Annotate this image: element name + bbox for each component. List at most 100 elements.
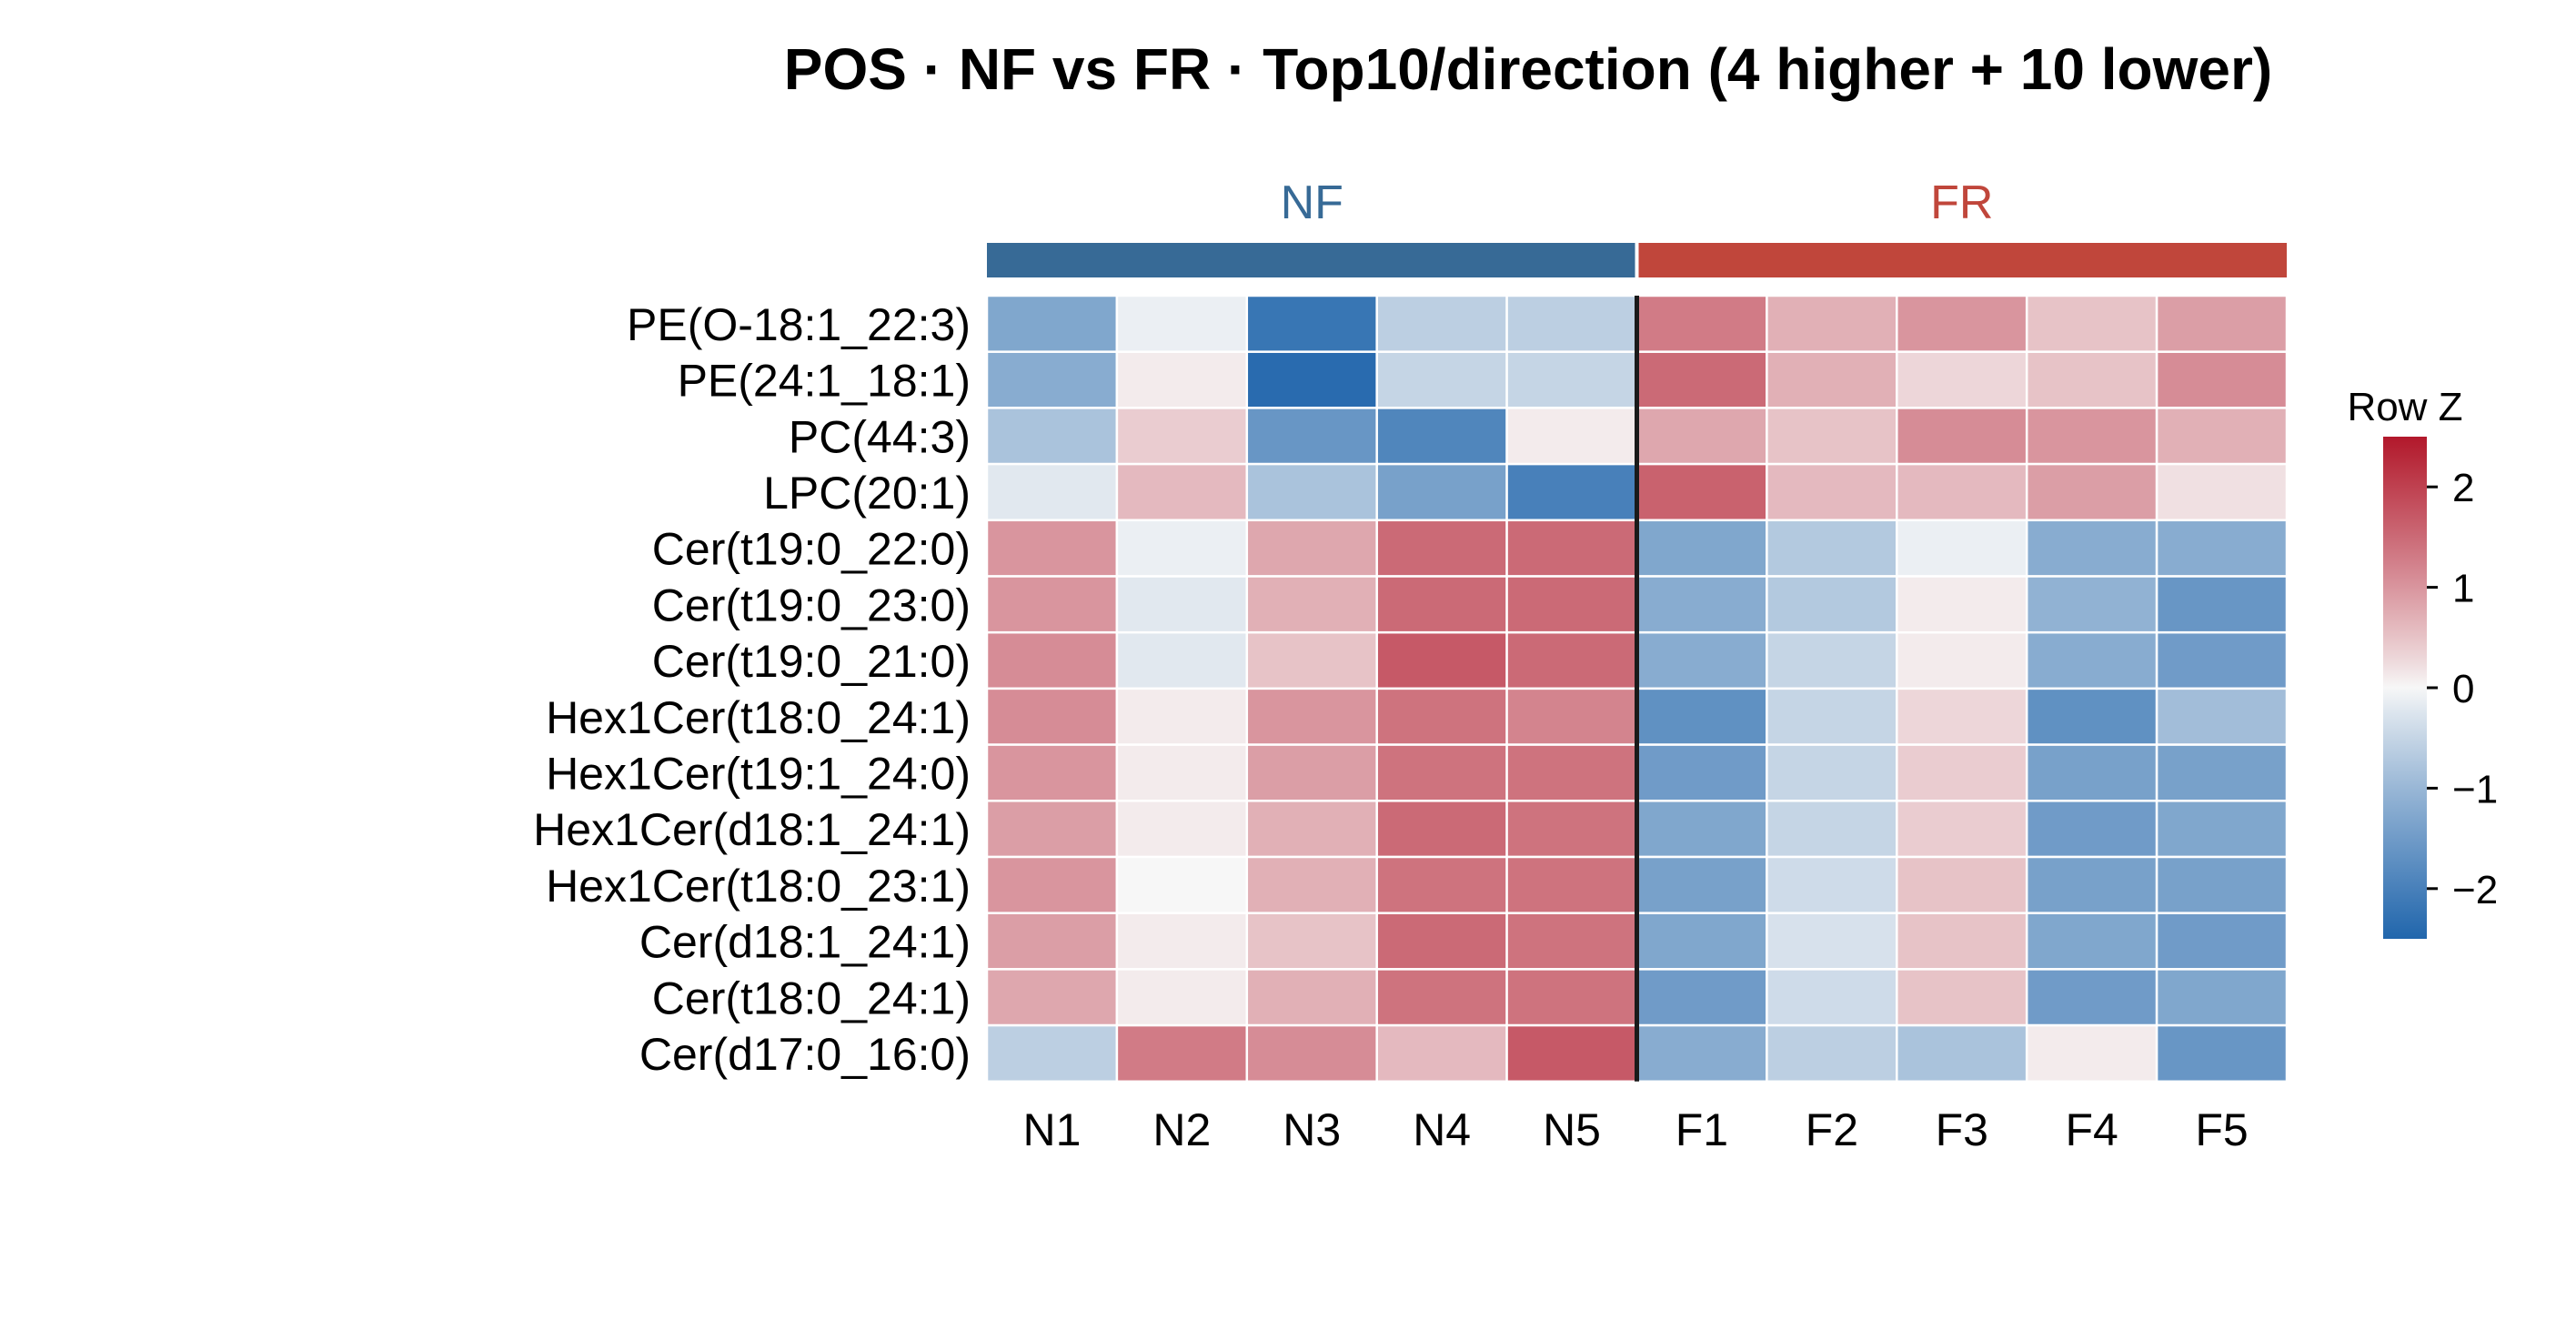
heatmap-cell <box>1896 800 2028 859</box>
row-label: Hex1Cer(t19:1_24:0) <box>546 748 971 799</box>
heatmap-cell <box>1505 575 1638 634</box>
heatmap-cell <box>1896 968 2028 1027</box>
heatmap-cell <box>1115 687 1249 746</box>
heatmap-cell <box>1505 630 1638 690</box>
heatmap-cell <box>2155 1023 2289 1083</box>
heatmap-cell <box>985 575 1119 634</box>
row-label: LPC(20:1) <box>763 468 971 519</box>
heatmap-cell <box>2155 350 2289 409</box>
heatmap-cell <box>1505 462 1638 522</box>
heatmap-cell <box>1635 687 1768 746</box>
heatmap-cell <box>1766 407 1898 466</box>
heatmap-cell <box>1766 968 1898 1027</box>
heatmap-cell <box>2025 800 2158 859</box>
column-label: F4 <box>2065 1104 2118 1155</box>
heatmap-cell <box>2025 294 2158 353</box>
heatmap-cell <box>1896 912 2028 971</box>
heatmap-cell <box>985 407 1119 466</box>
heatmap-cell <box>1245 968 1378 1027</box>
row-label: Cer(d18:1_24:1) <box>639 917 971 968</box>
heatmap-cell <box>1635 800 1768 859</box>
heatmap-cell <box>2155 575 2289 634</box>
heatmap-cell <box>2025 630 2158 690</box>
heatmap-cell <box>985 350 1119 409</box>
heatmap-cell <box>1505 743 1638 802</box>
heatmap-cell <box>1896 630 2028 690</box>
heatmap-cell <box>1896 519 2028 578</box>
row-label: Hex1Cer(d18:1_24:1) <box>533 804 971 855</box>
heatmap-cell <box>1766 800 1898 859</box>
row-label: Hex1Cer(t18:0_23:1) <box>546 861 971 912</box>
row-label: Cer(t18:0_24:1) <box>652 972 971 1023</box>
heatmap-cell <box>1766 575 1898 634</box>
heatmap-cell <box>2025 350 2158 409</box>
heatmap-cell <box>1375 968 1508 1027</box>
heatmap-cell <box>1766 687 1898 746</box>
group-label-nf: NF <box>1281 176 1343 229</box>
heatmap-cell <box>1766 912 1898 971</box>
column-label: N3 <box>1283 1104 1341 1155</box>
heatmap-cell <box>1245 800 1378 859</box>
heatmap-cell <box>1375 575 1508 634</box>
row-label: Hex1Cer(t18:0_24:1) <box>546 692 971 743</box>
heatmap-cell <box>985 743 1119 802</box>
heatmap-cell <box>1505 294 1638 353</box>
group-bar-nf <box>987 243 1635 277</box>
row-label: Cer(t19:0_23:0) <box>652 579 971 630</box>
heatmap-cell <box>1245 519 1378 578</box>
heatmap-cell <box>1245 630 1378 690</box>
heatmap-cell <box>1375 294 1508 353</box>
heatmap-cell <box>2025 462 2158 522</box>
heatmap-cell <box>1635 407 1768 466</box>
heatmap-cell <box>2155 294 2289 353</box>
heatmap-cell <box>1245 687 1378 746</box>
heatmap-cell <box>985 519 1119 578</box>
heatmap-cell <box>1245 912 1378 971</box>
heatmap-cell <box>1766 462 1898 522</box>
column-labels: N1 N2 N3 N4 N5 F1 F2 F3 F4 F5 <box>1022 1104 2248 1155</box>
heatmap-cell <box>2155 743 2289 802</box>
heatmap-cell <box>985 687 1119 746</box>
column-label: F1 <box>1675 1104 1728 1155</box>
heatmap-cell <box>1115 575 1249 634</box>
heatmap-cell <box>1375 912 1508 971</box>
heatmap-cell <box>1245 1023 1378 1083</box>
heatmap-cell <box>1635 968 1768 1027</box>
heatmap-cell <box>1635 350 1768 409</box>
heatmap-cell <box>1375 462 1508 522</box>
heatmap-cell <box>1896 855 2028 914</box>
column-label: F5 <box>2195 1104 2248 1155</box>
heatmap-cell <box>2155 855 2289 914</box>
heatmap-cell <box>1115 462 1249 522</box>
heatmap-cell <box>2025 912 2158 971</box>
heatmap-cell <box>1635 575 1768 634</box>
heatmap-cell <box>1245 294 1378 353</box>
heatmap-cell <box>1766 519 1898 578</box>
heatmap-cell <box>1375 350 1508 409</box>
heatmap-cell <box>1375 800 1508 859</box>
heatmap-cell <box>1375 407 1508 466</box>
heatmap-cell <box>2025 575 2158 634</box>
heatmap-cell <box>2025 743 2158 802</box>
group-annotation: NF FR <box>987 176 2287 277</box>
heatmap-cell <box>985 630 1119 690</box>
column-label: F2 <box>1806 1104 1858 1155</box>
heatmap-cell <box>2025 855 2158 914</box>
heatmap-cell <box>1115 350 1249 409</box>
heatmap-cell <box>1245 575 1378 634</box>
colorbar-tick-label: 2 <box>2452 466 2474 510</box>
colorbar-tick-label: −2 <box>2452 868 2498 912</box>
heatmap-cell <box>1245 407 1378 466</box>
heatmap-cell <box>1766 855 1898 914</box>
heatmap-cell <box>1896 462 2028 522</box>
row-label: Cer(t19:0_22:0) <box>652 524 971 575</box>
group-label-fr: FR <box>1930 176 1993 229</box>
heatmap-cell <box>2025 519 2158 578</box>
heatmap-cell <box>2155 687 2289 746</box>
row-label: Cer(d17:0_16:0) <box>639 1029 971 1080</box>
heatmap-cell <box>1115 968 1249 1027</box>
heatmap-cell <box>1635 743 1768 802</box>
colorbar-legend: Row Z 2 1 0 −1 −2 <box>2347 385 2498 939</box>
heatmap-cell <box>1635 519 1768 578</box>
heatmap-cell <box>1635 462 1768 522</box>
